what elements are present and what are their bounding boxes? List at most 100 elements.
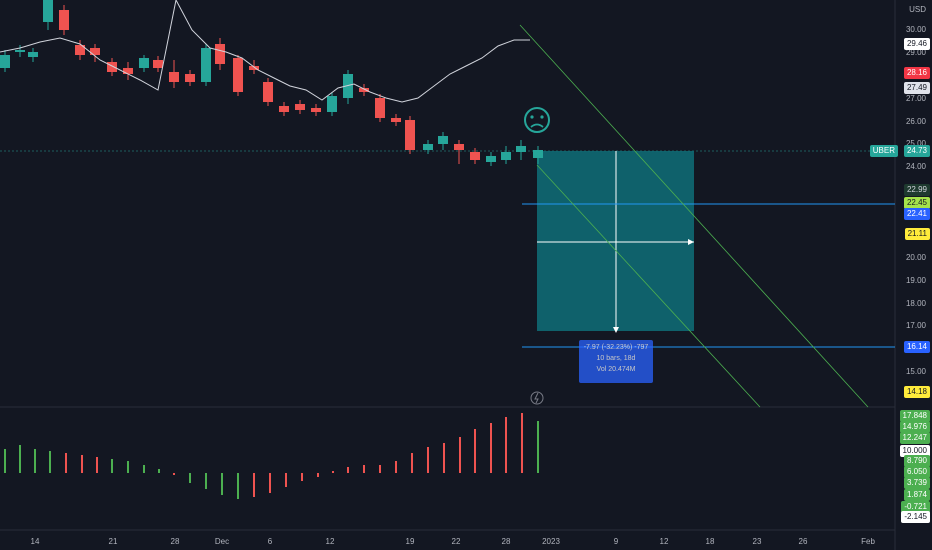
- candle-body: [233, 58, 243, 92]
- price-badge: 28.16: [903, 67, 930, 79]
- histogram-bar: [269, 473, 271, 493]
- time-tick: 18: [705, 537, 715, 546]
- histogram-bar: [332, 471, 334, 473]
- arrow-down-icon: [613, 327, 619, 333]
- time-tick: Dec: [214, 537, 230, 546]
- candle-body: [470, 152, 480, 160]
- price-tick: 30.00: [905, 25, 926, 34]
- volume-badge: 14.976: [899, 421, 930, 433]
- time-tick: 6: [267, 537, 273, 546]
- candle-body: [153, 60, 163, 68]
- candle-body: [90, 48, 100, 55]
- histogram-bar: [285, 473, 287, 487]
- histogram-bar: [143, 465, 145, 473]
- candle-body: [107, 62, 117, 72]
- histogram-bar: [96, 457, 98, 473]
- candle-body: [169, 72, 179, 82]
- volume-badge: -0.721: [901, 501, 930, 513]
- histogram-bar: [19, 445, 21, 473]
- sad-face-icon: [524, 107, 550, 133]
- candle-body: [359, 88, 369, 92]
- trendline-lower: [536, 164, 761, 408]
- histogram-bar: [347, 467, 349, 473]
- measure-tooltip: -7.97 (-32.23%) -797 10 bars, 18d Vol 20…: [579, 340, 653, 383]
- histogram-bar: [379, 465, 381, 473]
- price-badge: 16.14: [903, 341, 930, 353]
- time-tick: Feb: [861, 537, 875, 546]
- volume-badge: 10.000: [899, 445, 930, 457]
- candle-body: [185, 74, 195, 82]
- price-tick: 26.00: [905, 117, 926, 126]
- time-tick: 9: [613, 537, 619, 546]
- candle-body: [201, 48, 211, 82]
- candle-body: [139, 58, 149, 68]
- histogram-bar: [158, 469, 160, 473]
- price-tick: 25.00: [905, 139, 926, 148]
- histogram-bar: [189, 473, 191, 483]
- histogram-bar: [459, 437, 461, 473]
- histogram-bar: [81, 455, 83, 473]
- histogram-bar: [443, 443, 445, 473]
- price-badge: 27.49: [903, 82, 930, 94]
- time-tick: 28: [501, 537, 511, 546]
- volume-badge: 8.790: [903, 455, 930, 467]
- time-tick: 28: [170, 537, 180, 546]
- price-tick: 20.00: [905, 253, 926, 262]
- candle-body: [486, 156, 496, 162]
- histogram-bar: [427, 447, 429, 473]
- price-tick: 24.00: [905, 162, 926, 171]
- volume-badge: 17.848: [899, 410, 930, 422]
- histogram-bar: [205, 473, 207, 489]
- histogram-bar: [65, 453, 67, 473]
- candle-body: [0, 55, 10, 68]
- candlestick-series: [0, 0, 543, 166]
- candle-body: [59, 10, 69, 30]
- time-tick: 21: [108, 537, 118, 546]
- price-tick: 15.00: [905, 367, 926, 376]
- candle-body: [43, 0, 53, 22]
- histogram-bar: [34, 449, 36, 473]
- candle-body: [215, 44, 225, 64]
- histogram-bar: [127, 461, 129, 473]
- histogram-bar: [363, 465, 365, 473]
- candle-body: [279, 106, 289, 112]
- price-badge: 22.41: [903, 208, 930, 220]
- time-tick: 19: [405, 537, 415, 546]
- candle-body: [391, 118, 401, 122]
- histogram-bar: [474, 429, 476, 473]
- histogram-bar: [4, 449, 6, 473]
- lightning-icon: [530, 391, 544, 405]
- price-badge: 29.46: [903, 38, 930, 50]
- histogram-bar: [301, 473, 303, 481]
- price-badge: 22.45: [903, 197, 930, 209]
- volume-badge: 3.739: [903, 477, 930, 489]
- time-tick: 12: [325, 537, 335, 546]
- price-tick: 19.00: [905, 276, 926, 285]
- time-tick: 14: [30, 537, 40, 546]
- time-tick: 2023: [542, 537, 560, 546]
- price-badge: 24.73: [903, 145, 930, 157]
- trendline-upper: [519, 24, 869, 408]
- candle-body: [533, 150, 543, 158]
- histogram-bar: [253, 473, 255, 497]
- time-tick: 22: [451, 537, 461, 546]
- time-tick: 23: [752, 537, 762, 546]
- candle-body: [123, 68, 133, 74]
- volume-badge: 12.247: [899, 432, 930, 444]
- candle-body: [263, 82, 273, 102]
- volume-badge: -2.145: [901, 511, 930, 523]
- candle-body: [438, 136, 448, 144]
- histogram-bar: [521, 413, 523, 473]
- price-tick: 27.00: [905, 94, 926, 103]
- price-tick: 18.00: [905, 299, 926, 308]
- price-badge: 21.11: [904, 228, 930, 240]
- histogram-bar: [49, 451, 51, 473]
- price-tick: 29.00: [905, 48, 926, 57]
- candle-body: [375, 98, 385, 118]
- currency-label: USD: [909, 5, 926, 14]
- time-tick: 12: [659, 537, 669, 546]
- candle-body: [249, 66, 259, 70]
- price-tick: 17.00: [905, 321, 926, 330]
- candle-body: [516, 146, 526, 152]
